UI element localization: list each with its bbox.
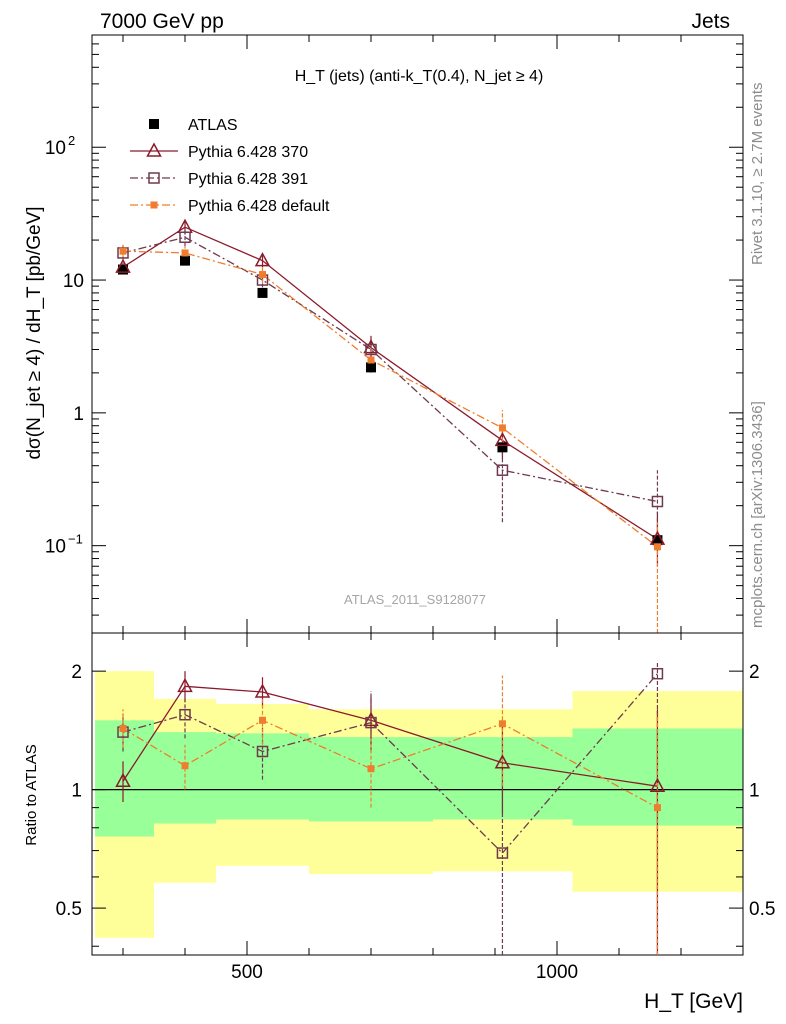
legend-label-atlas: ATLAS xyxy=(188,117,238,134)
plot-title: H_T (jets) (anti-k_T(0.4), N_jet ≥ 4) xyxy=(295,68,544,85)
pythia-6-428-default-point xyxy=(653,543,661,551)
ratio-y-tick-label-right: 0.5 xyxy=(749,899,775,920)
ratio-point-pythia-6-428-370 xyxy=(649,777,666,792)
ratio-point-pythia-6-428-370 xyxy=(115,772,131,788)
legend-label-pythia-6-428-391: Pythia 6.428 391 xyxy=(188,171,308,188)
ratio-y-tick-label-right: 2 xyxy=(749,662,760,683)
ratio-line-pythia-6-428-391 xyxy=(122,673,658,854)
process-label: Jets xyxy=(691,10,730,33)
ratio-point-pythia-6-428-391 xyxy=(256,745,269,758)
legend-label-pythia-6-428-default: Pythia 6.428 default xyxy=(188,198,330,215)
legend-marker-pythia-6-428-391 xyxy=(148,172,160,184)
legend-marker-pythia-6-428-370 xyxy=(146,142,162,157)
pythia-6-428-default-point xyxy=(367,356,375,364)
ratio-point-pythia-6-428-370 xyxy=(363,711,379,727)
ratio-point-pythia-6-428-391 xyxy=(496,847,509,859)
ratio-line-pythia-6-428-370 xyxy=(122,685,658,787)
x-axis-label: H_T [GeV] xyxy=(644,990,743,1013)
pythia-6-428-391-point xyxy=(179,231,191,244)
ratio-point-pythia-6-428-default xyxy=(259,716,266,724)
ratio-point-pythia-6-428-391 xyxy=(365,716,377,729)
pythia-6-428-391-point xyxy=(651,495,664,508)
main-y-tick-label-exponent: −1 xyxy=(68,532,83,547)
main-y-axis-label: dσ(N_jet ≥ 4) / dH_T [pb/GeV] xyxy=(24,206,45,459)
ratio-point-pythia-6-428-default xyxy=(119,724,127,732)
legend: ATLAS Pythia 6.428 370 Pythia 6.428 391 Pyt… xyxy=(130,117,330,215)
atlas-point xyxy=(118,264,128,275)
ratio-point-pythia-6-428-default xyxy=(367,765,375,773)
ratio-point-pythia-6-428-default xyxy=(181,762,189,770)
pythia-6-428-default-point xyxy=(498,424,506,432)
atlas-point xyxy=(180,255,190,266)
rivet-label: Rivet 3.1.10, ≥ 2.7M events xyxy=(749,83,766,266)
legend-label-pythia-6-428-370: Pythia 6.428 370 xyxy=(188,144,308,161)
ratio-point-pythia-6-428-391 xyxy=(651,667,664,680)
pythia-6-428-370-point xyxy=(115,258,131,273)
legend-marker-pythia-6-428-default xyxy=(150,201,158,209)
mcplots-label: mcplots.cern.ch [arXiv:1306.3436] xyxy=(749,401,766,628)
main-y-tick-label: 1 xyxy=(73,404,84,425)
ratio-y-tick-label-right: 1 xyxy=(749,781,760,802)
pythia-6-428-default-point xyxy=(181,249,189,257)
ratio-plot-panel: 0.5 0.5 1 1 2 2 500 1000 xyxy=(56,632,775,983)
ratio-point-pythia-6-428-default xyxy=(498,720,506,728)
ratio-point-pythia-6-428-370 xyxy=(494,754,511,769)
atlas-legend-marker xyxy=(149,119,159,129)
pythia-6-428-391-point xyxy=(365,343,377,356)
main-y-tick-label: 10 xyxy=(45,537,66,558)
x-tick-label: 1000 xyxy=(536,962,578,983)
ratio-point-pythia-6-428-default xyxy=(653,804,661,812)
ratio-point-pythia-6-428-370 xyxy=(177,677,193,693)
pythia-6-428-391-point xyxy=(496,464,509,476)
ratio-point-pythia-6-428-370 xyxy=(254,683,271,698)
main-y-tick-label: 10 xyxy=(63,271,84,292)
pythia-6-428-370-point xyxy=(363,339,379,354)
ratio-point-pythia-6-428-391 xyxy=(179,708,191,721)
ratio-y-tick-label-left: 1 xyxy=(71,781,82,802)
series-line-pythia-6-428-391 xyxy=(122,236,658,503)
main-y-tick-label-exponent: 2 xyxy=(68,133,75,148)
atlas-point xyxy=(497,442,508,453)
ratio-plot-frame xyxy=(91,632,744,956)
x-tick-label: 500 xyxy=(231,962,263,983)
ratio-y-tick-label-left: 0.5 xyxy=(56,899,82,920)
main-y-tick-label: 10 xyxy=(45,138,66,159)
pythia-6-428-default-point xyxy=(119,247,127,255)
ratio-y-axis-label: Ratio to ATLAS xyxy=(23,744,40,845)
series-line-pythia-6-428-default xyxy=(122,250,658,548)
ratio-y-tick-label-left: 2 xyxy=(71,662,82,683)
pythia-6-428-370-point xyxy=(254,252,271,267)
ratio-line-pythia-6-428-default xyxy=(122,719,658,809)
energy-label: 7000 GeV pp xyxy=(100,10,224,33)
atlas-point xyxy=(652,535,663,546)
series-line-pythia-6-428-370 xyxy=(122,226,658,540)
atlas-point xyxy=(257,287,268,298)
pythia-6-428-370-point xyxy=(494,431,511,447)
atlas-point xyxy=(366,362,376,373)
analysis-watermark: ATLAS_2011_S9128077 xyxy=(344,592,486,607)
pythia-6-428-default-point xyxy=(259,271,266,279)
